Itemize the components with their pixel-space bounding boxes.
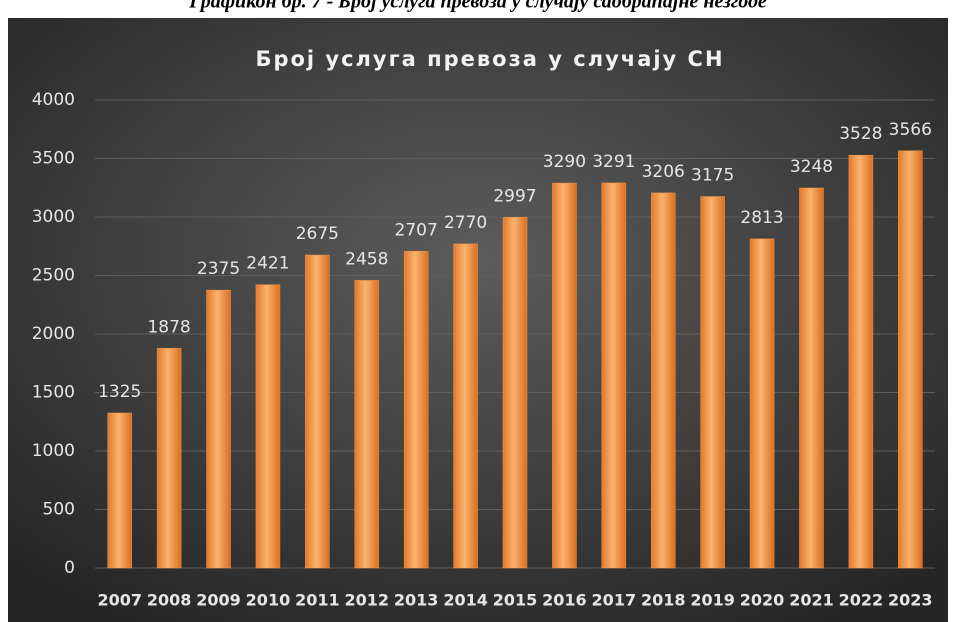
data-label: 3206 xyxy=(642,162,685,182)
data-label: 2458 xyxy=(345,249,388,269)
x-tick-label: 2012 xyxy=(344,591,389,610)
data-label: 3528 xyxy=(839,124,882,144)
data-label: 3291 xyxy=(592,152,635,172)
bar xyxy=(650,192,676,569)
x-tick-label: 2023 xyxy=(888,591,933,610)
bar xyxy=(799,187,824,569)
x-tick-label: 2008 xyxy=(147,591,192,610)
bar xyxy=(403,251,429,569)
x-tick-label: 2015 xyxy=(493,591,538,610)
bar xyxy=(255,284,281,569)
data-label: 2421 xyxy=(246,254,289,274)
x-tick-label: 2010 xyxy=(246,591,291,610)
bar xyxy=(502,217,528,569)
bar xyxy=(453,243,478,569)
bar xyxy=(749,238,775,569)
y-tick-label: 2000 xyxy=(32,324,75,344)
data-label: 3175 xyxy=(691,166,734,186)
bar xyxy=(156,348,182,569)
x-tick-label: 2016 xyxy=(542,591,587,610)
bar xyxy=(107,412,132,569)
x-tick-label: 2011 xyxy=(295,591,340,610)
bar xyxy=(552,182,577,569)
x-tick-label: 2022 xyxy=(839,591,884,610)
x-tick-label: 2021 xyxy=(789,591,834,610)
y-tick-label: 500 xyxy=(43,500,75,520)
bar xyxy=(206,289,231,569)
data-label: 2707 xyxy=(395,220,438,240)
data-label: 2770 xyxy=(444,213,487,233)
y-tick-label: 4000 xyxy=(32,90,75,110)
bar xyxy=(898,150,923,569)
x-tick-label: 2019 xyxy=(690,591,735,610)
x-tick-label: 2020 xyxy=(740,591,785,610)
bar xyxy=(305,254,330,569)
data-label: 1878 xyxy=(147,317,190,337)
y-tick-label: 3500 xyxy=(32,149,75,169)
x-tick-label: 2014 xyxy=(443,591,488,610)
data-label: 3248 xyxy=(790,157,833,177)
x-tick-label: 2018 xyxy=(641,591,686,610)
bar xyxy=(601,182,627,569)
y-tick-label: 3000 xyxy=(32,207,75,227)
y-tick-label: 2500 xyxy=(32,266,75,286)
data-label: 2375 xyxy=(197,259,240,279)
x-tick-label: 2017 xyxy=(592,591,637,610)
data-label: 2813 xyxy=(740,208,783,228)
bar xyxy=(354,280,380,569)
y-tick-label: 1500 xyxy=(32,383,75,403)
x-tick-label: 2009 xyxy=(196,591,241,610)
data-label: 1325 xyxy=(98,382,141,402)
x-tick-label: 2013 xyxy=(394,591,439,610)
data-label: 2675 xyxy=(296,224,339,244)
caption: Графикон бр. 7 - Број услуга превоза у с… xyxy=(188,0,767,13)
data-label: 3290 xyxy=(543,152,586,172)
data-label: 2997 xyxy=(493,186,536,206)
data-label: 3566 xyxy=(889,120,932,140)
y-tick-label: 1000 xyxy=(32,441,75,461)
y-tick-label: 0 xyxy=(64,558,75,578)
chart-title: Број услуга превоза у случају СН xyxy=(255,47,724,71)
bar xyxy=(700,196,725,569)
bar xyxy=(848,154,874,569)
x-tick-label: 2007 xyxy=(97,591,142,610)
